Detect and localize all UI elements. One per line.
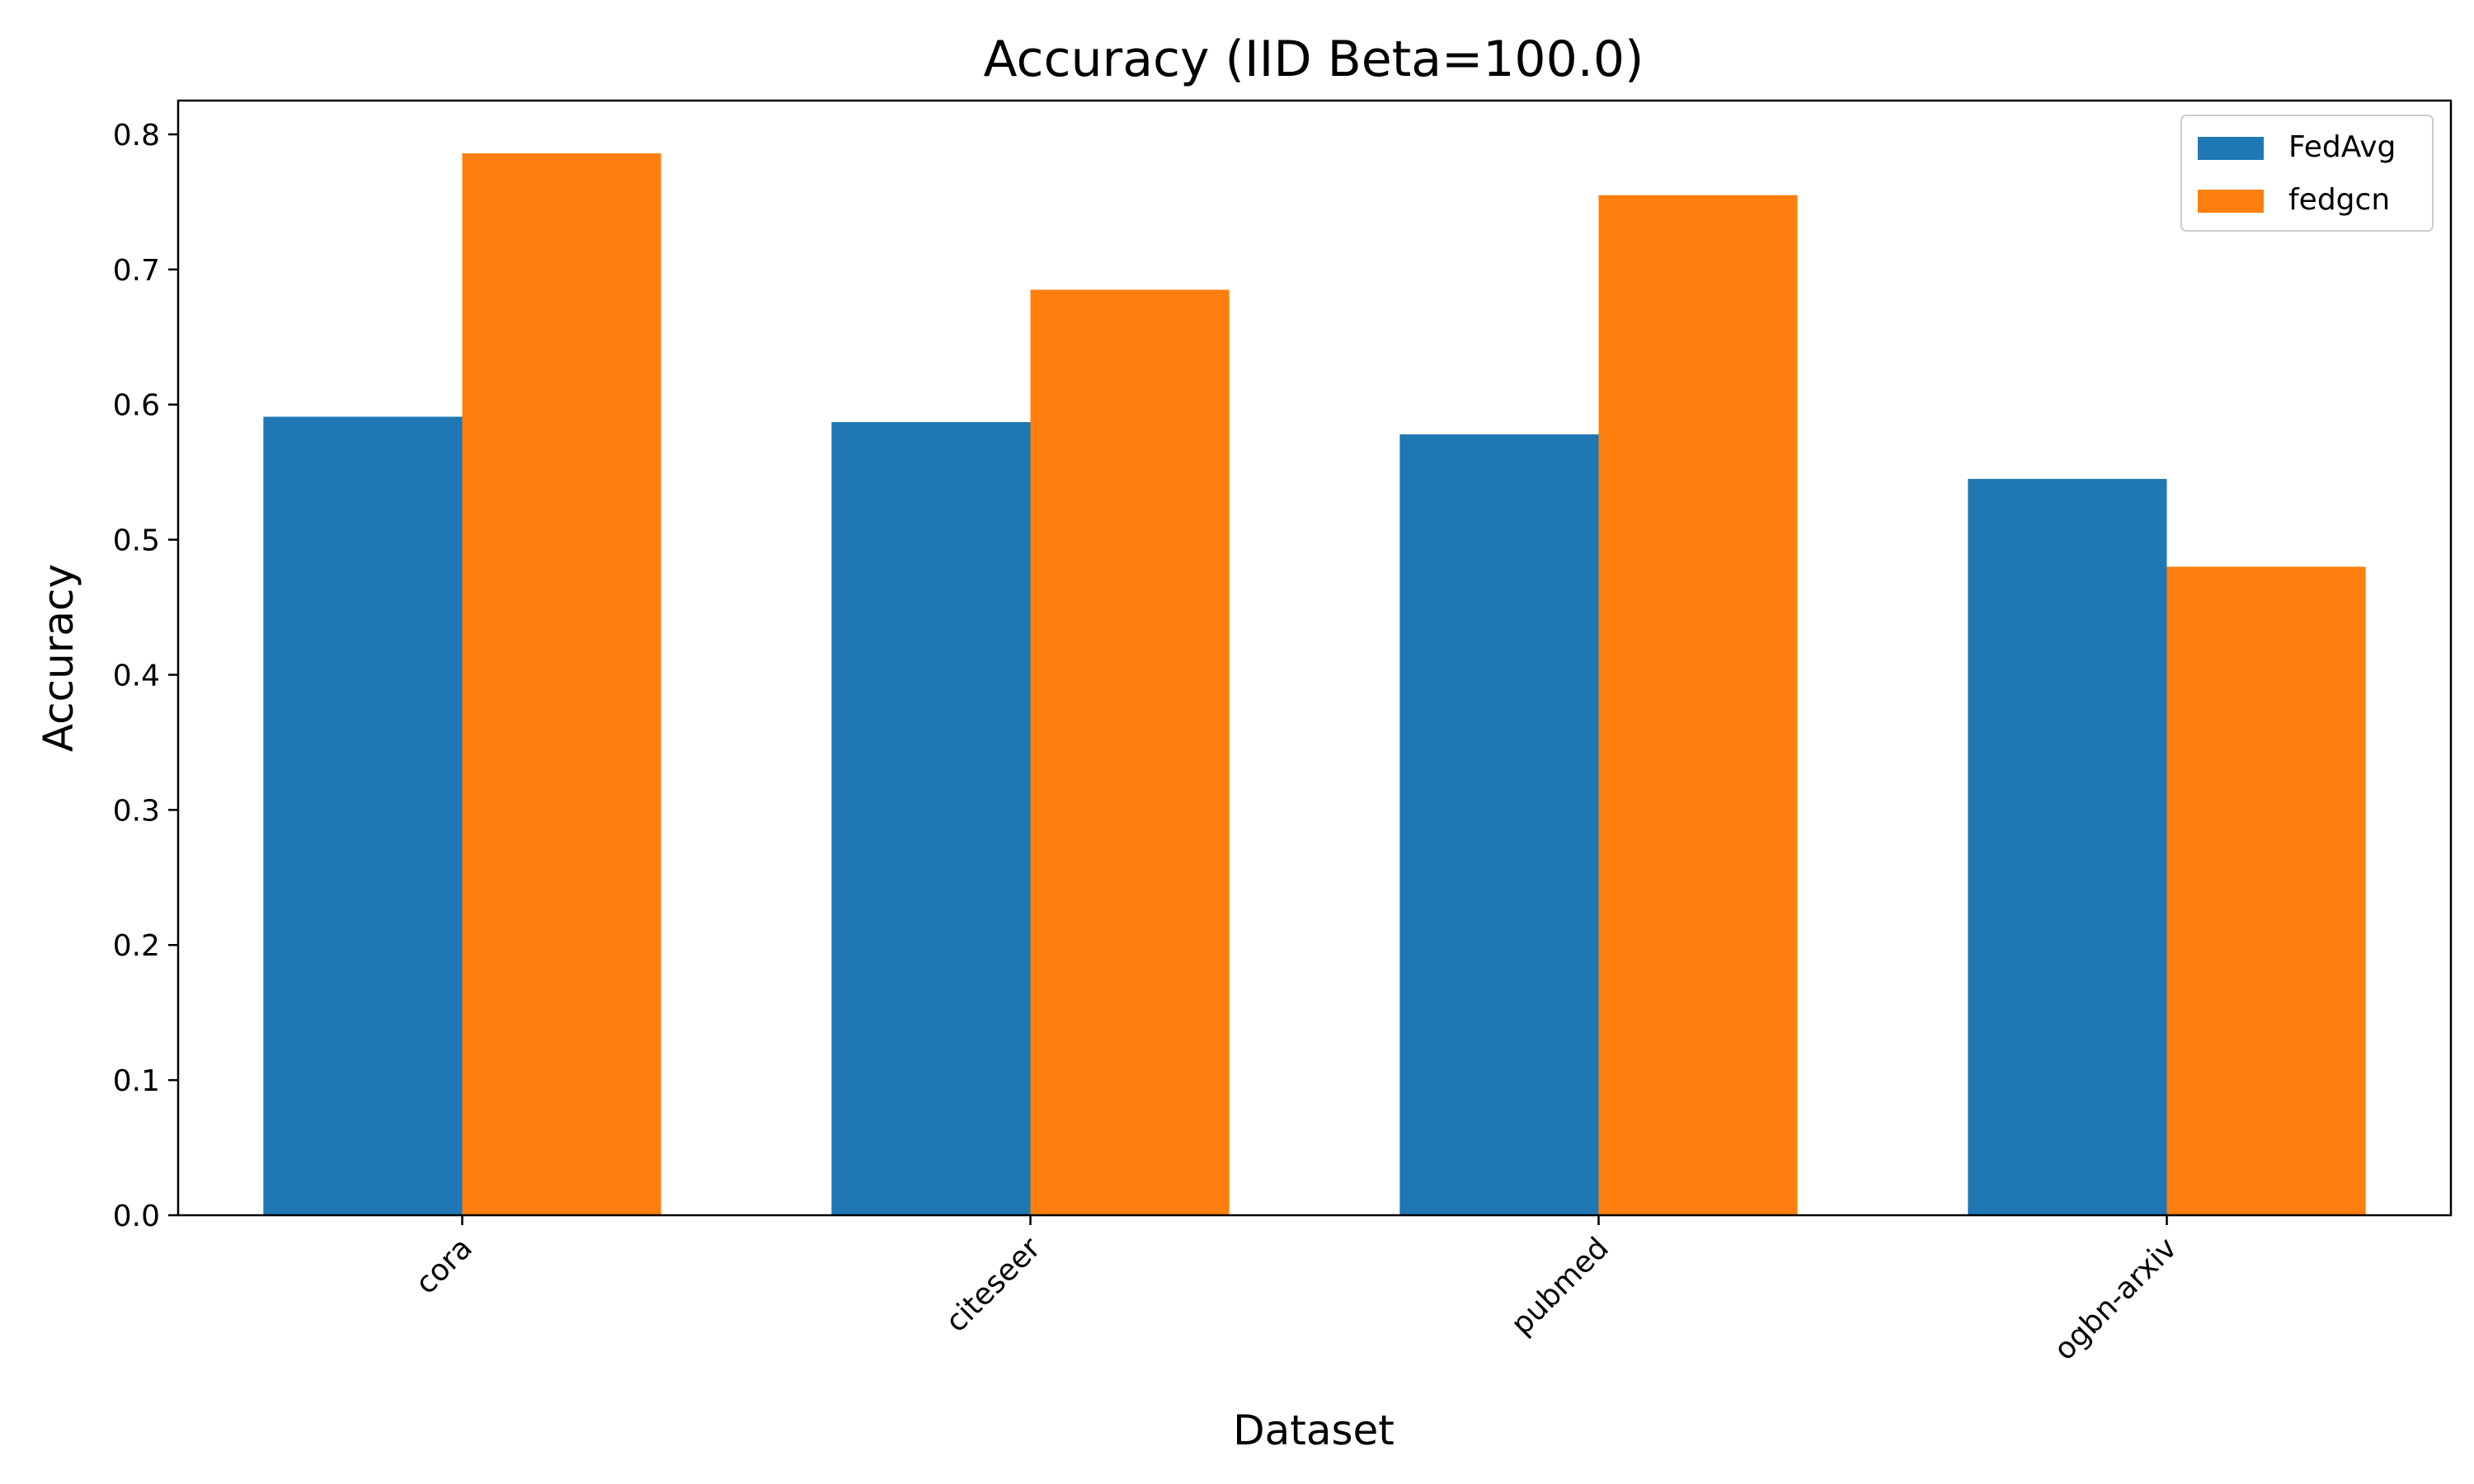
y-axis-label: Accuracy: [35, 564, 82, 752]
legend-swatch-fedgcn: [2198, 190, 2264, 213]
bar-fedgcn-pubmed: [1598, 195, 1798, 1216]
bar-fedavg-citeseer: [831, 422, 1031, 1215]
legend: FedAvg fedgcn: [2180, 115, 2434, 232]
bar-fedavg-ogbn-arxiv: [1968, 478, 2167, 1215]
y-tick-label: 0.3: [113, 794, 160, 828]
y-tick-label: 0.8: [113, 119, 160, 153]
y-tick-label: 0.5: [113, 524, 160, 558]
y-tick-label: 0.6: [113, 389, 160, 423]
x-axis-ticks: cora citeseer pubmed ogbn-arxiv: [409, 1215, 2184, 1367]
x-tick-label-ogbn-arxiv: ogbn-arxiv: [2048, 1231, 2184, 1367]
legend-label-fedgcn: fedgcn: [2288, 183, 2390, 217]
y-tick-label: 0.4: [113, 659, 160, 693]
plot-frame: [176, 99, 2453, 1217]
series-fedavg: [263, 416, 2167, 1216]
x-tick-label-cora: cora: [409, 1231, 479, 1301]
bar-fedgcn-ogbn-arxiv: [2166, 566, 2366, 1215]
y-tick-label: 0.0: [113, 1200, 160, 1233]
y-axis-ticks: 0.0 0.1 0.2 0.3 0.4 0.5 0.6 0.7 0.8: [113, 119, 178, 1233]
plot-area: 0.0 0.1 0.2 0.3 0.4 0.5 0.6 0.7 0.8 cora citeseer p…: [113, 99, 2453, 1367]
y-tick-label: 0.7: [113, 254, 160, 288]
bar-fedavg-cora: [263, 416, 463, 1216]
legend-label-fedavg: FedAvg: [2288, 130, 2396, 164]
x-tick-label-citeseer: citeseer: [939, 1231, 1047, 1339]
series-fedgcn: [462, 153, 2366, 1216]
chart-title: Accuracy (IID Beta=100.0): [984, 31, 1644, 88]
legend-swatch-fedavg: [2198, 137, 2264, 160]
x-tick-label-pubmed: pubmed: [1505, 1231, 1616, 1341]
bar-fedgcn-citeseer: [1030, 289, 1230, 1216]
x-axis-label: Dataset: [1233, 1407, 1395, 1454]
bar-fedgcn-cora: [462, 153, 661, 1215]
y-tick-label: 0.1: [113, 1064, 160, 1098]
y-tick-label: 0.2: [113, 929, 160, 963]
bar-fedavg-pubmed: [1399, 434, 1599, 1215]
